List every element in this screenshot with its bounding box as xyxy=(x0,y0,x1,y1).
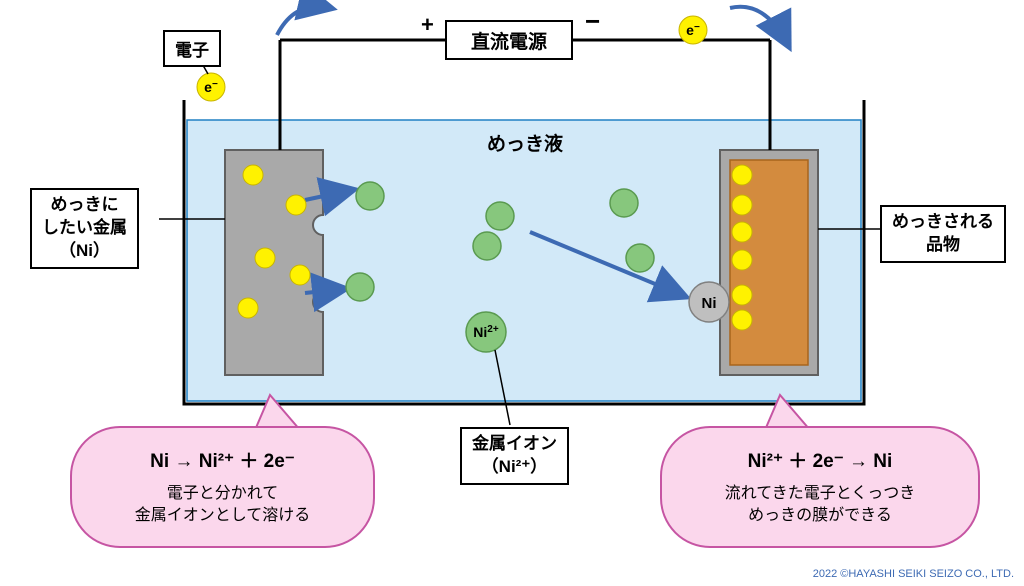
cathode-desc-l2: めっきの膜ができる xyxy=(748,507,892,524)
anode-metal-box: めっきに したい金属 （Ni） xyxy=(30,188,139,269)
minus-sign: − xyxy=(585,6,600,36)
electron-dot xyxy=(732,285,752,305)
ion-circle xyxy=(610,189,638,217)
electron-dot xyxy=(286,195,306,215)
ion-circle xyxy=(486,202,514,230)
electron-dot xyxy=(238,298,258,318)
ion-circle xyxy=(346,273,374,301)
ion-circle xyxy=(626,244,654,272)
electron-dot xyxy=(732,222,752,242)
electron-dot xyxy=(290,265,310,285)
cathode-bubble: Ni²⁺ ＋ 2e⁻ → Ni 流れてきた電子とくっつき めっきの膜ができる xyxy=(660,426,980,548)
cathode-item-l2: 品物 xyxy=(892,234,994,257)
electron-dot xyxy=(732,165,752,185)
electron-dot xyxy=(243,165,263,185)
anode-metal-l2: したい金属 xyxy=(42,217,127,240)
metal-ion-box: 金属イオン （Ni²⁺） xyxy=(460,427,569,485)
metal-ion-l1: 金属イオン xyxy=(472,433,557,456)
electron-flow-left xyxy=(277,7,330,35)
power-supply-box: 直流電源 xyxy=(445,20,573,60)
anode-equation: Ni → Ni²⁺ ＋ 2e⁻ xyxy=(94,446,351,473)
electron-dot xyxy=(732,250,752,270)
anode-desc-l1: 電子と分かれて xyxy=(167,485,279,502)
anode-metal-l1: めっきに xyxy=(42,194,127,217)
ion-circle xyxy=(356,182,384,210)
metal-ion-l2: （Ni²⁺） xyxy=(472,456,557,479)
copyright-text: 2022 ©HAYASHI SEIKI SEIZO CO., LTD. xyxy=(813,568,1014,580)
ni-deposit-text: Ni xyxy=(702,295,717,312)
cathode-desc: 流れてきた電子とくっつき めっきの膜ができる xyxy=(684,483,956,528)
electron-dot xyxy=(255,248,275,268)
electron-dot xyxy=(732,195,752,215)
cathode-item-l1: めっきされる xyxy=(892,211,994,234)
solution-label: めっき液 xyxy=(487,132,564,155)
electron-word-box: 電子 xyxy=(163,30,221,67)
anode-desc: 電子と分かれて 金属イオンとして溶ける xyxy=(94,483,351,528)
cathode-desc-l1: 流れてきた電子とくっつき xyxy=(725,485,916,502)
anode-desc-l2: 金属イオンとして溶ける xyxy=(135,507,311,524)
electron-dot xyxy=(732,310,752,330)
anode-bubble: Ni → Ni²⁺ ＋ 2e⁻ 電子と分かれて 金属イオンとして溶ける xyxy=(70,426,375,548)
ion-circle xyxy=(473,232,501,260)
plus-sign: + xyxy=(421,12,434,37)
anode-metal-l3: （Ni） xyxy=(42,240,127,263)
cathode-equation: Ni²⁺ ＋ 2e⁻ → Ni xyxy=(684,446,956,473)
cathode-item-box: めっきされる 品物 xyxy=(880,205,1006,263)
